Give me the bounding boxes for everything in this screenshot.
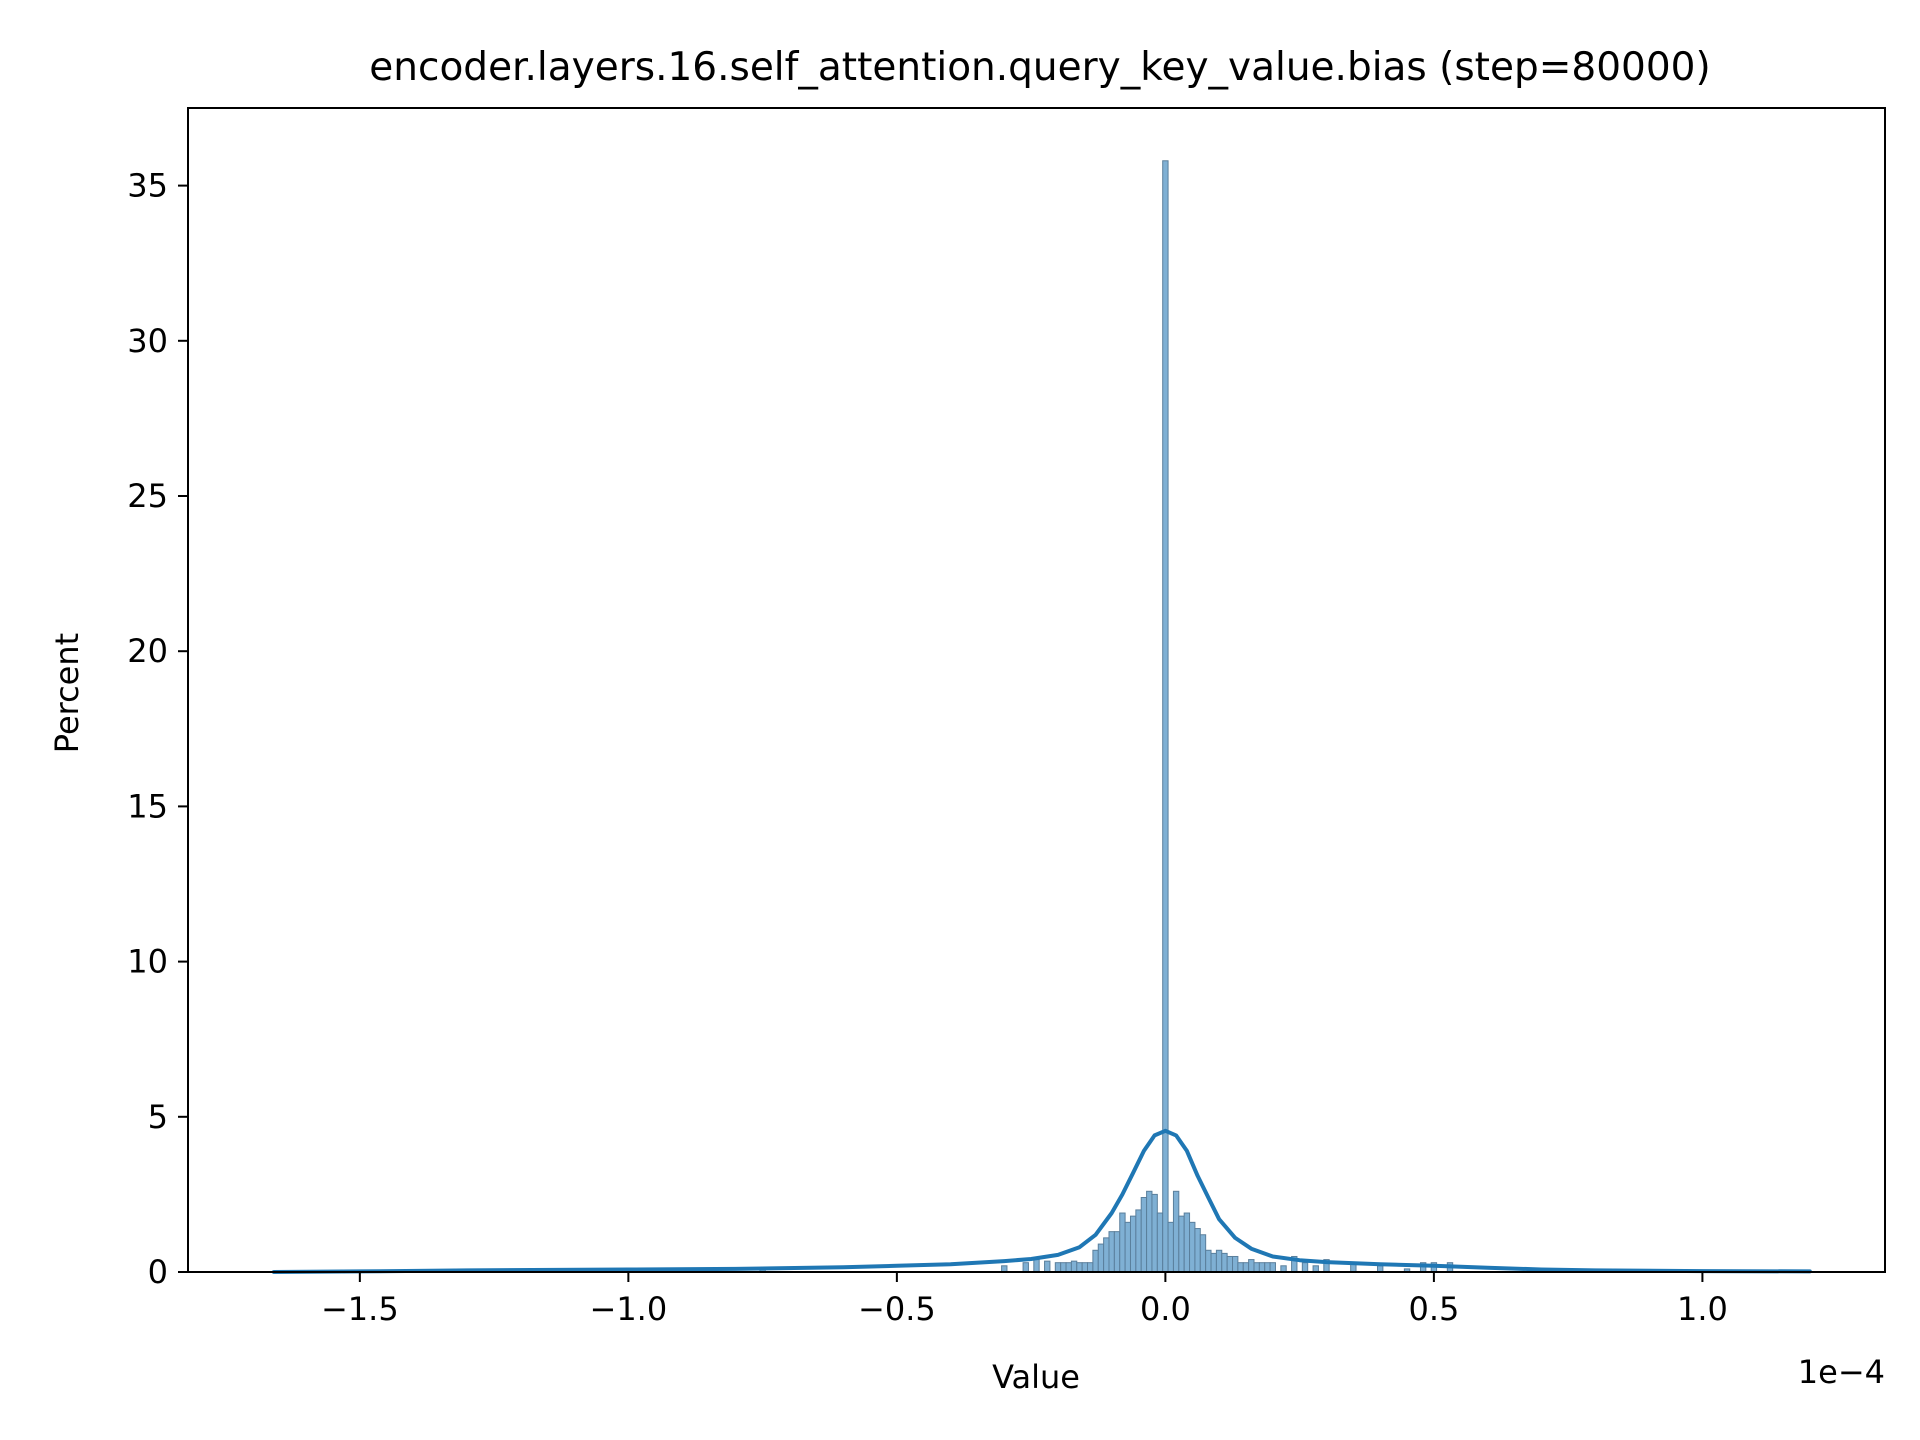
histogram-bar	[1162, 160, 1169, 1273]
x-tick-label: −0.5	[858, 1290, 936, 1328]
histogram-bar	[1092, 1249, 1099, 1273]
histogram-bar	[1070, 1260, 1078, 1273]
histogram-bar	[1103, 1237, 1110, 1273]
histogram-bar	[1065, 1262, 1072, 1273]
histogram-bar	[1113, 1231, 1121, 1273]
y-tick-label: 15	[127, 787, 168, 825]
histogram-bar	[1135, 1209, 1142, 1273]
histogram-bar	[1248, 1259, 1255, 1273]
y-tick-label: 10	[127, 943, 168, 981]
histogram-bar	[1022, 1262, 1029, 1273]
histogram-bar	[1097, 1243, 1105, 1273]
histogram-bar	[1264, 1262, 1271, 1273]
y-axis-label: Percent	[48, 633, 86, 753]
y-tick-label: 25	[127, 477, 168, 515]
x-tick-label: −1.5	[321, 1290, 399, 1328]
histogram-bar	[1301, 1262, 1309, 1273]
histogram-bar	[1054, 1262, 1062, 1273]
histogram-bar	[1237, 1262, 1244, 1273]
histogram-bar	[1108, 1231, 1115, 1273]
x-tick-label: 1.0	[1677, 1290, 1728, 1328]
y-tick-label: 30	[127, 322, 168, 360]
y-tick-label: 20	[127, 632, 168, 670]
histogram-bar	[1140, 1197, 1148, 1273]
histogram-bar	[1199, 1234, 1207, 1273]
x-tick-label: 0.0	[1140, 1290, 1191, 1328]
histogram-bar	[1060, 1262, 1067, 1273]
histogram-bar	[1044, 1260, 1051, 1273]
x-tick-label: −1.0	[590, 1290, 668, 1328]
x-axis-label: Value	[992, 1358, 1080, 1396]
histogram-bar	[1151, 1193, 1158, 1273]
y-tick-label: 0	[148, 1253, 168, 1291]
histogram-bar	[1178, 1215, 1185, 1273]
histogram-bar	[1210, 1252, 1217, 1273]
histogram-bar	[1232, 1255, 1239, 1273]
histogram-bar	[1221, 1252, 1228, 1273]
histogram-bar	[1269, 1262, 1276, 1273]
y-tick-label: 5	[148, 1098, 168, 1136]
histogram-bar	[1226, 1255, 1234, 1273]
histogram-bar	[1119, 1212, 1126, 1273]
plot-area: −1.5 −1.0 −0.5 0.0 0.5 1.0 0 5 10 15 20 25 30 35	[127, 107, 1886, 1328]
histogram-bar	[1253, 1262, 1260, 1273]
axes-frame	[187, 107, 1886, 1273]
histogram-bar	[1189, 1221, 1196, 1273]
histogram-bar	[1242, 1262, 1250, 1273]
histogram-bar	[1183, 1212, 1191, 1273]
kde-curve	[271, 1128, 1812, 1274]
histogram-bar	[1215, 1249, 1223, 1273]
histogram-bar	[1129, 1215, 1137, 1273]
histogram-bar	[1172, 1190, 1180, 1273]
histogram-bar	[1146, 1190, 1153, 1273]
y-tick-label: 35	[127, 167, 168, 205]
histogram-bar	[1167, 1221, 1174, 1273]
histogram-bar	[1156, 1212, 1164, 1273]
histogram-bar	[1081, 1262, 1089, 1273]
histogram-bar	[1076, 1262, 1083, 1273]
histogram-bar	[1258, 1262, 1266, 1273]
histogram-bar	[1194, 1228, 1201, 1273]
histogram-bar	[1205, 1249, 1212, 1273]
histogram-bar	[1124, 1221, 1131, 1273]
histogram-bar	[1087, 1262, 1094, 1273]
x-axis-offset-label: 1e−4	[1798, 1353, 1885, 1391]
x-tick-label: 0.5	[1408, 1290, 1459, 1328]
histogram-bar	[1033, 1259, 1040, 1273]
chart-title: encoder.layers.16.self_attention.query_k…	[369, 45, 1710, 90]
